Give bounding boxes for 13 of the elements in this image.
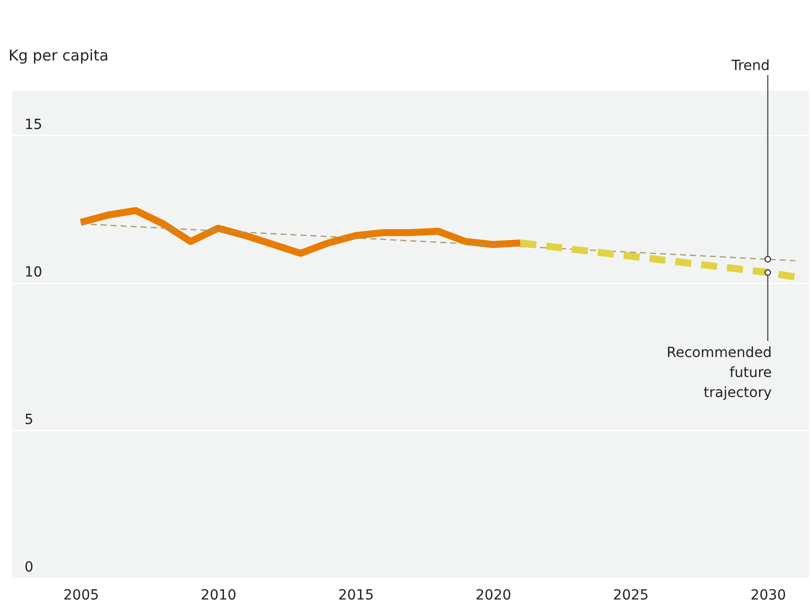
y-tick-label: 5 [24, 412, 34, 428]
x-tick-label: 2005 [63, 588, 100, 604]
x-tick-label: 2015 [338, 588, 374, 604]
y-tick-label: 15 [24, 116, 42, 133]
annotation: Recommended future trajectory [666, 345, 772, 401]
x-tick-label: 2030 [750, 588, 786, 604]
x-tick-label: 2025 [613, 588, 649, 604]
y-tick-label: 0 [24, 560, 34, 576]
x-tick-label: 2020 [476, 588, 512, 604]
annotation: Trend [730, 58, 770, 74]
x-tick-label: 2010 [200, 588, 236, 604]
y-tick-label: 10 [24, 264, 42, 280]
y-axis-title: Kg per capita [8, 46, 109, 64]
